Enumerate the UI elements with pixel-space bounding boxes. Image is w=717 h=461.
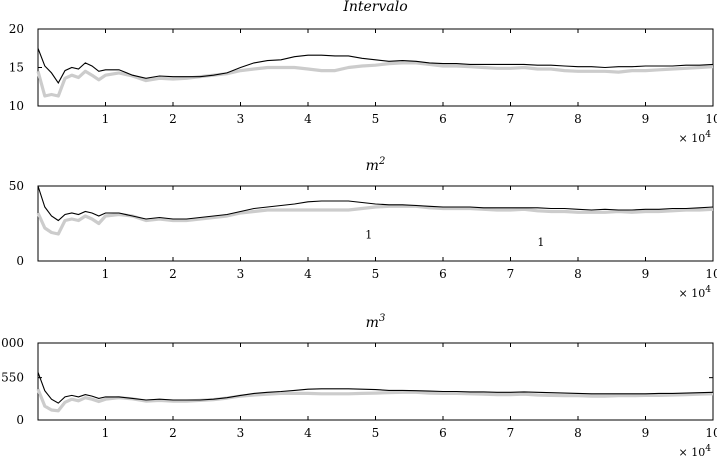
y-tick-label: 20 [9, 22, 24, 36]
x-tick-label: 10 [705, 112, 717, 126]
chart-title: m2 [366, 156, 386, 174]
x-tick-label: 2 [169, 267, 177, 281]
x-tick-label: 2 [169, 112, 177, 126]
annotation-label: 1 [537, 236, 544, 249]
series-line-1 [37, 185, 714, 222]
x-axis-multiplier: × 104 [679, 444, 712, 459]
series-line-1 [37, 372, 714, 404]
chart-title-text: m [366, 158, 379, 174]
x-tick-label: 7 [507, 267, 515, 281]
x-tick-label: 1 [102, 267, 110, 281]
y-tick-label: 0 [16, 254, 24, 268]
x-tick-label: 4 [304, 112, 312, 126]
x-tick-label: 7 [507, 112, 515, 126]
x-tick-label: 8 [574, 426, 582, 440]
x-tick-label: 6 [439, 112, 447, 126]
plot-frame [37, 185, 714, 262]
x-tick-label: 3 [237, 426, 245, 440]
x-tick-label: 1 [102, 426, 110, 440]
plot-frame [37, 342, 714, 421]
chart-title: m3 [366, 313, 386, 331]
x-tick-label: 8 [574, 267, 582, 281]
x-tick-label: 9 [642, 267, 650, 281]
x-axis-multiplier: × 104 [679, 130, 712, 145]
series-line-2 [36, 61, 714, 98]
x-tick-label: 5 [372, 112, 380, 126]
x-axis-multiplier-exponent: 4 [705, 285, 711, 295]
y-tick-label: 550 [1, 371, 24, 385]
chart-title: Intervalo [342, 0, 407, 15]
x-tick-label: 7 [507, 426, 515, 440]
x-tick-label: 6 [439, 267, 447, 281]
y-tick-label: 15 [9, 61, 24, 75]
x-tick-label: 5 [372, 267, 380, 281]
annotation-label: 1 [365, 229, 372, 242]
x-axis-multiplier-base: × 10 [679, 132, 706, 145]
x-tick-label: 6 [439, 426, 447, 440]
x-axis-multiplier: × 104 [679, 285, 712, 300]
chart-title-superscript: 2 [378, 156, 385, 167]
x-tick-label: 1 [102, 112, 110, 126]
series-line-1 [37, 48, 714, 84]
x-tick-label: 10 [705, 267, 717, 281]
x-axis-multiplier-base: × 10 [679, 446, 706, 459]
x-tick-label: 3 [237, 112, 245, 126]
y-tick-label: 1000 [0, 336, 24, 350]
y-tick-label: 10 [9, 99, 24, 113]
series-line-2 [36, 204, 714, 236]
chart-title-text: Intervalo [342, 0, 407, 15]
x-axis-multiplier-exponent: 4 [705, 130, 711, 140]
x-tick-label: 2 [169, 426, 177, 440]
x-tick-label: 5 [372, 426, 380, 440]
chart-title-text: m [366, 315, 379, 331]
x-tick-label: 8 [574, 112, 582, 126]
y-tick-label: 50 [9, 179, 24, 193]
y-tick-label: 0 [16, 413, 24, 427]
x-tick-label: 3 [237, 267, 245, 281]
x-axis-multiplier-base: × 10 [679, 287, 706, 300]
x-tick-label: 10 [705, 426, 717, 440]
series-line-2 [36, 388, 714, 413]
x-tick-label: 9 [642, 112, 650, 126]
x-tick-label: 9 [642, 426, 650, 440]
x-tick-label: 4 [304, 267, 312, 281]
x-tick-label: 4 [304, 426, 312, 440]
x-axis-multiplier-exponent: 4 [705, 444, 711, 454]
chart-panel-3: m30550100012345678910× 104 [0, 313, 717, 459]
chart-title-superscript: 3 [379, 313, 385, 324]
